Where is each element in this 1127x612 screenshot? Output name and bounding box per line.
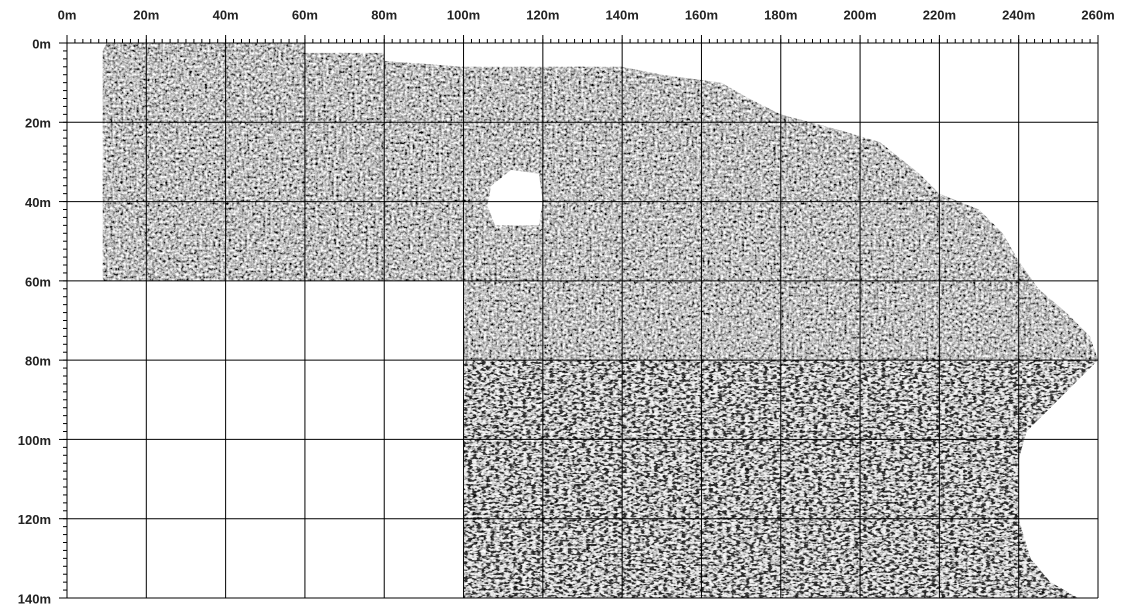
x-tick-label: 160m <box>685 7 718 22</box>
y-tick-label: 40m <box>25 195 51 210</box>
survey-data <box>102 43 1098 598</box>
x-tick-label: 200m <box>843 7 876 22</box>
x-tick-label: 140m <box>606 7 639 22</box>
y-tick-label: 80m <box>25 354 51 369</box>
axes: 0m 20m 40m 60m 80m 100m 120m 140m 160m 180m 200m 22… <box>18 7 1115 606</box>
x-tick-label: 100m <box>447 7 480 22</box>
y-tick-label: 120m <box>18 512 51 527</box>
y-tick-label: 100m <box>18 433 51 448</box>
x-tick-label: 260m <box>1081 7 1114 22</box>
x-tick-label: 60m <box>292 7 318 22</box>
x-tick-label: 120m <box>526 7 559 22</box>
y-tick-label: 20m <box>25 116 51 131</box>
x-tick-label: 180m <box>764 7 797 22</box>
y-tick-label: 140m <box>18 591 51 606</box>
y-tick-label: 0m <box>32 36 51 51</box>
x-tick-label: 40m <box>213 7 239 22</box>
x-tick-label: 0m <box>58 7 77 22</box>
y-tick-label: 60m <box>25 274 51 289</box>
x-tick-label: 220m <box>923 7 956 22</box>
x-tick-label: 80m <box>371 7 397 22</box>
x-tick-label: 20m <box>133 7 159 22</box>
x-tick-label: 240m <box>1002 7 1035 22</box>
